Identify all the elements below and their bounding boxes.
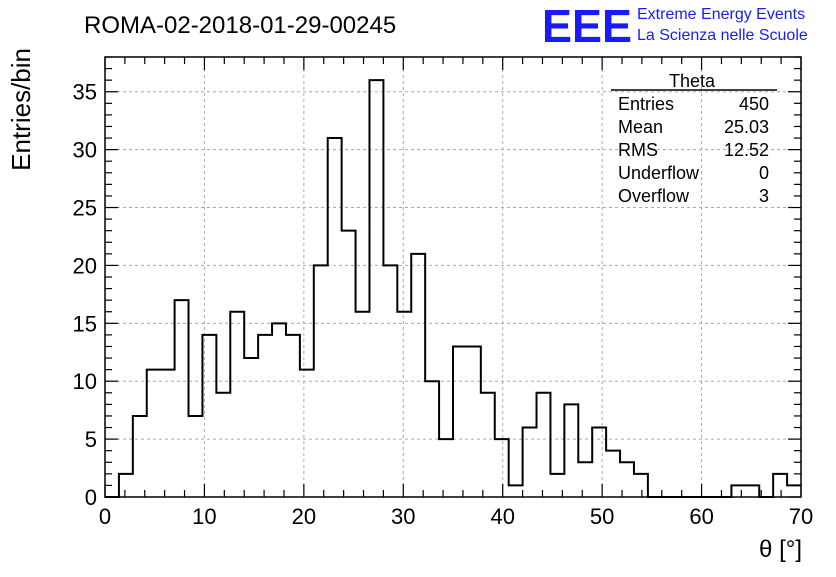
histogram-bin <box>787 485 801 497</box>
stats-label-overflow: Overflow <box>618 186 690 206</box>
x-tick-label: 40 <box>490 504 514 529</box>
x-tick-label: 30 <box>391 504 415 529</box>
histogram-bin <box>411 254 425 497</box>
y-tick-label: 20 <box>73 253 97 278</box>
histogram-layer <box>105 79 801 498</box>
chart-title: ROMA-02-2018-01-29-00245 <box>84 12 396 39</box>
y-tick-label: 0 <box>85 485 97 510</box>
histogram-bin <box>356 312 370 497</box>
histogram-bin <box>369 80 383 497</box>
histogram-bin <box>481 393 495 497</box>
histogram-bin <box>397 312 411 497</box>
histogram-bin <box>133 416 147 497</box>
stats-label-mean: Mean <box>618 117 663 137</box>
stats-box: Theta Entries 450 Mean 25.03 RMS 12.52 U… <box>611 71 777 206</box>
x-tick-label: 50 <box>590 504 614 529</box>
histogram-bin <box>453 346 467 497</box>
stats-value-overflow: 3 <box>759 186 769 206</box>
y-tick-label: 15 <box>73 311 97 336</box>
x-tick-label: 20 <box>292 504 316 529</box>
histogram-bin <box>537 393 551 497</box>
histogram-bin <box>523 428 537 497</box>
x-tick-label: 60 <box>689 504 713 529</box>
stats-value-underflow: 0 <box>759 163 769 183</box>
histogram-bin <box>495 439 509 497</box>
y-tick-label: 10 <box>73 369 97 394</box>
x-tick-label: 0 <box>99 504 111 529</box>
histogram-bin <box>731 485 745 497</box>
histogram-bin <box>383 265 397 497</box>
y-tick-label: 30 <box>73 138 97 163</box>
histogram-bin <box>634 474 648 497</box>
histogram-bin <box>272 323 286 497</box>
stats-value-mean: 25.03 <box>724 117 769 137</box>
histogram-bin <box>425 381 439 497</box>
stats-label-entries: Entries <box>618 94 674 114</box>
histogram-bin <box>216 393 230 497</box>
histogram-bin <box>189 416 203 497</box>
stats-value-entries: 450 <box>739 94 769 114</box>
histogram-bin <box>230 312 244 497</box>
histogram-bin <box>592 428 606 497</box>
histogram-bin <box>328 138 342 497</box>
stats-value-rms: 12.52 <box>724 140 769 160</box>
stats-title: Theta <box>669 71 716 91</box>
logo-line1: Extreme Energy Events <box>637 6 805 23</box>
histogram-bin <box>175 300 189 497</box>
histogram-bin <box>258 335 272 497</box>
stats-label-underflow: Underflow <box>618 163 700 183</box>
histogram-bin <box>314 265 328 497</box>
histogram-bin <box>342 231 356 497</box>
histogram-bin <box>745 485 759 497</box>
histogram-bin <box>773 474 787 497</box>
x-axis-label: θ [°] <box>759 536 802 563</box>
histogram-bin <box>467 346 481 497</box>
stats-label-rms: RMS <box>618 140 658 160</box>
histogram-bin <box>161 370 175 497</box>
y-tick-label: 25 <box>73 196 97 221</box>
logo-line2: La Scienza nelle Scuole <box>637 27 808 44</box>
histogram-bin <box>564 404 578 497</box>
histogram-bin <box>244 358 258 497</box>
histogram-bin <box>606 451 620 497</box>
histogram-bin <box>300 370 314 497</box>
histogram-bin <box>578 462 592 497</box>
y-axis-label: Entries/bin <box>6 48 36 171</box>
histogram-bin <box>439 439 453 497</box>
histogram-bin <box>202 335 216 497</box>
histogram-bin <box>147 370 161 497</box>
histogram-bin <box>509 485 523 497</box>
y-tick-label: 5 <box>85 427 97 452</box>
logo-eee: EEE <box>542 0 632 52</box>
x-tick-label: 10 <box>192 504 216 529</box>
x-tick-label: 70 <box>789 504 813 529</box>
histogram-bin <box>119 474 133 497</box>
histogram-outline <box>105 79 801 498</box>
y-tick-label: 35 <box>73 80 97 105</box>
histogram-bin <box>286 335 300 497</box>
